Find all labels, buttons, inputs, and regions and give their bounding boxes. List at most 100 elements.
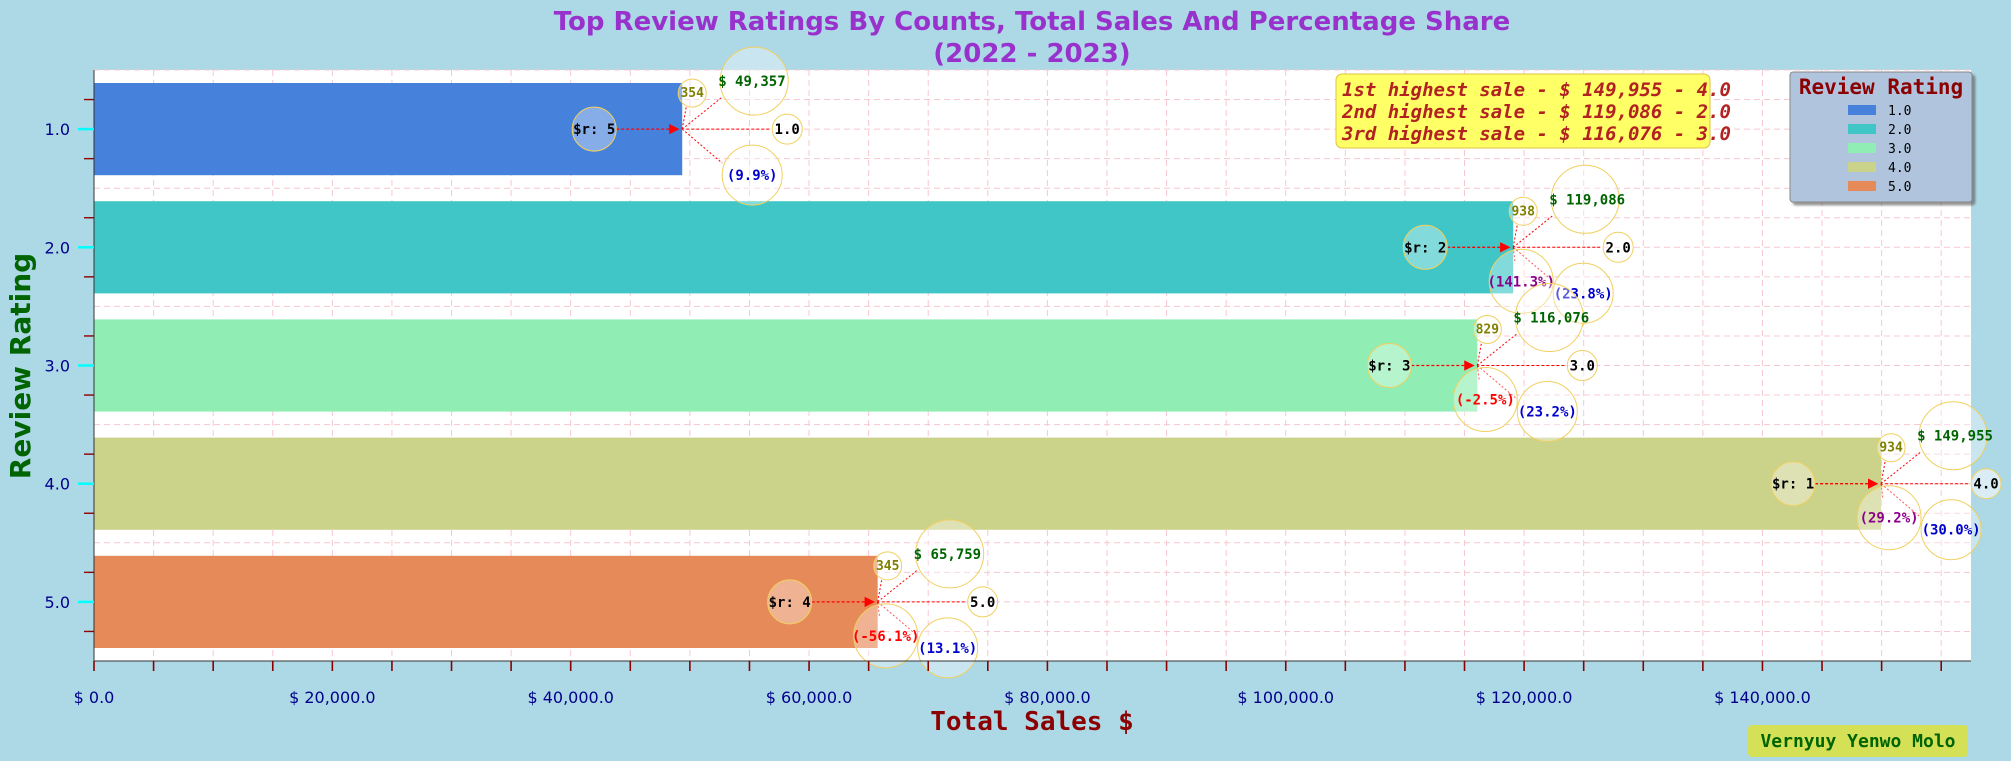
top-sales-annotation: 1st highest sale - $ 149,955 - 4.0 2nd h… — [1335, 73, 1731, 149]
y-tick-label: 2.0 — [45, 238, 70, 257]
change-bubble — [853, 603, 919, 669]
bar-1.0 — [94, 83, 683, 176]
change-leader — [877, 601, 881, 618]
sales-label: $ 65,759 — [914, 547, 981, 563]
rank-label: $r: 5 — [573, 122, 615, 138]
axes: $ 0.0 $ 20,000.0 $ 40,000.0 $ 60,000.0 $ 80,… — [45, 70, 1971, 707]
rank-label: $r: 2 — [1404, 240, 1446, 256]
share-label: (23.8%) — [1554, 286, 1613, 302]
share-bubble — [1920, 499, 1982, 561]
watermark-text: Vernyuy Yenwo Molo — [1760, 731, 1955, 752]
sales-label: $ 119,086 — [1549, 192, 1625, 208]
x-tick-label: $ 140,000.0 — [1714, 688, 1811, 707]
x-tick-label: $ 120,000.0 — [1476, 688, 1573, 707]
y-tick-label: 3.0 — [45, 357, 70, 376]
legend-label: 2.0 — [1888, 123, 1911, 138]
change-label: (-56.1%) — [852, 629, 919, 645]
legend-box — [1789, 71, 1973, 203]
watermark: Vernyuy Yenwo Molo — [1748, 725, 1968, 757]
chart-title-line1: Top Review Ratings By Counts, Total Sale… — [554, 7, 1511, 37]
category-label: 3.0 — [1570, 359, 1595, 375]
change-label: (29.2%) — [1860, 511, 1919, 527]
y-axis-label: Review Rating — [4, 253, 37, 479]
x-tick-label: $ 100,000.0 — [1237, 688, 1334, 707]
x-tick-label: $ 20,000.0 — [289, 688, 376, 707]
count-bubble — [677, 78, 707, 108]
category-bubble — [1566, 350, 1598, 381]
count-label: 829 — [1476, 323, 1499, 338]
annotation-line-3: 3rd highest sale - $ 116,076 - 3.0 — [1341, 123, 1731, 145]
share-leader — [1512, 246, 1554, 282]
count-bubble — [1472, 315, 1502, 344]
y-tick-label: 4.0 — [45, 475, 70, 494]
share-leader — [1880, 483, 1922, 519]
bar-annotation-group-4.0: $r: 1 4.0 934 $ 149,955 (30.0%)(29.2%) — [1770, 401, 2002, 561]
count-label: 934 — [1879, 441, 1903, 456]
sales-bubble — [1918, 401, 1988, 471]
annotation-line-1: 1st highest sale - $ 149,955 - 4.0 — [1342, 79, 1731, 101]
rank-label: $r: 3 — [1368, 359, 1410, 375]
category-label: 5.0 — [970, 595, 995, 611]
legend-label: 4.0 — [1888, 161, 1911, 176]
legend-label: 1.0 — [1888, 104, 1911, 119]
sales-bubble — [1550, 164, 1620, 234]
legend-swatch — [1848, 181, 1876, 191]
change-leader — [1476, 365, 1480, 382]
change-leader — [1880, 483, 1884, 500]
rank-bubble — [1366, 343, 1412, 388]
x-axis-label: Total Sales $ — [930, 707, 1134, 737]
sales-leader — [1880, 451, 1922, 485]
share-leader — [681, 128, 723, 164]
change-bubble — [1452, 367, 1518, 432]
count-label: 938 — [1511, 204, 1535, 219]
y-tick-label: 5.0 — [45, 593, 70, 612]
sales-leader — [681, 96, 723, 130]
sales-label: $ 116,076 — [1513, 311, 1589, 327]
legend: Review Rating 1.0 2.0 3.0 4.0 5.0 — [1789, 71, 1973, 203]
bar-3.0 — [94, 319, 1478, 412]
count-label: 354 — [680, 86, 704, 101]
count-bubble — [1876, 433, 1906, 463]
category-label: 2.0 — [1606, 240, 1631, 256]
change-label: (141.3%) — [1487, 274, 1554, 290]
share-leader — [877, 601, 919, 637]
change-label: (-2.5%) — [1456, 393, 1515, 409]
share-label: (23.2%) — [1518, 405, 1577, 421]
bar-4.0 — [94, 437, 1882, 530]
sales-label: $ 149,955 — [1917, 429, 1993, 445]
bar-annotation-group-2.0: $r: 2 2.0 938 $ 119,086 (23.8%)(141.3%) — [1402, 164, 1634, 324]
bar-annotations: $r: 5 1.0 354 $ 49,357 (9.9%) $r: 2 2.0 938 $ 11… — [571, 46, 2002, 679]
count-label: 345 — [876, 559, 899, 574]
rank-bubble — [571, 106, 617, 152]
share-bubble — [917, 617, 979, 679]
bar-annotation-group-3.0: $r: 3 3.0 829 $ 116,076 (23.2%)(-2.5%) — [1366, 283, 1598, 442]
sales-bubble — [719, 46, 789, 116]
x-tick-label: $ 80,000.0 — [1004, 688, 1091, 707]
watermark-box — [1748, 725, 1968, 757]
bar-5.0 — [94, 555, 878, 648]
bars — [94, 83, 1882, 648]
rank-label: $r: 1 — [1772, 477, 1814, 493]
x-tick-label: $ 0.0 — [74, 688, 115, 707]
annotation-line-2: 2nd highest sale - $ 119,086 - 2.0 — [1341, 101, 1731, 123]
legend-swatch — [1848, 105, 1876, 115]
count-bubble — [873, 551, 903, 581]
sales-leader — [1477, 333, 1518, 366]
legend-title: Review Rating — [1799, 75, 1963, 99]
annotation-box — [1335, 73, 1711, 149]
x-tick-label: $ 40,000.0 — [527, 688, 614, 707]
sales-bubble — [915, 519, 985, 589]
change-leader — [1512, 247, 1516, 264]
category-bubble — [967, 586, 999, 618]
count-bubble — [1508, 196, 1538, 226]
rank-bubble — [1770, 461, 1816, 507]
share-bubble — [1516, 381, 1578, 442]
change-bubble — [1856, 485, 1922, 551]
bar-annotation-group-5.0: $r: 4 5.0 345 $ 65,759 (13.1%)(-56.1%) — [767, 519, 999, 679]
chart-title-line2: (2022 - 2023) — [933, 39, 1130, 69]
legend-label: 3.0 — [1888, 142, 1911, 157]
share-label: (9.9%) — [727, 168, 778, 184]
rank-label: $r: 4 — [769, 595, 811, 611]
category-bubble — [1602, 231, 1634, 263]
